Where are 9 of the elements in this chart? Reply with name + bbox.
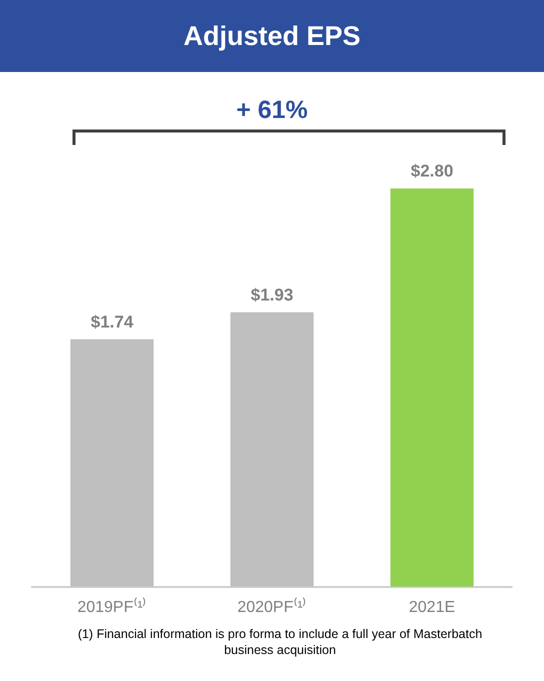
text: (1) Financial information is pro forma to include a full year of Masterbatch business acquisition	[76, 626, 484, 658]
x-tick-label: 2019PF⁽¹⁾	[77, 596, 147, 616]
data-label: $1.74	[90, 312, 134, 332]
data-label: $2.80	[410, 162, 454, 181]
x-tick-label: 2021E	[408, 598, 456, 616]
x-tick-label: 2020PF⁽¹⁾	[237, 596, 307, 616]
data-label: $1.93	[250, 285, 294, 304]
chart-title: Adjusted EPS	[0, 0, 544, 72]
text: + 61%	[235, 96, 309, 125]
